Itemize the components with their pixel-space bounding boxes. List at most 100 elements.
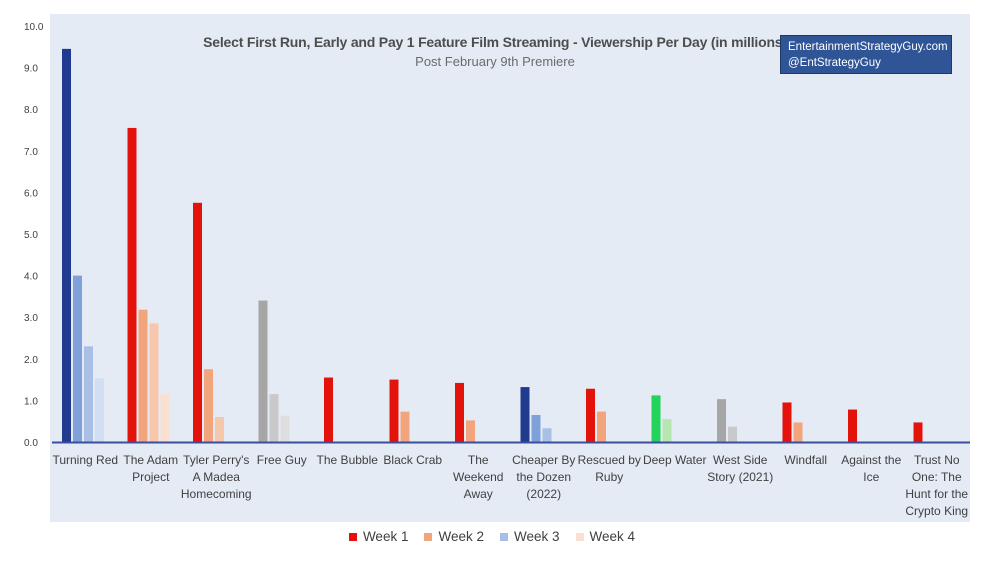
bar [782, 402, 792, 442]
x-tick-label-line: the Dozen [516, 470, 571, 484]
x-tick-label-line: Tyler Perry's [183, 453, 249, 467]
x-tick-label: Deep Water [643, 453, 707, 467]
x-tick-label-line: Hunt for the [905, 487, 968, 501]
x-tick-label-line: Cheaper By [512, 453, 575, 467]
x-tick-label-line: The Adam [123, 453, 178, 467]
x-axis-labels: Turning Red The Adam Project Tyler Perry's A… [52, 453, 968, 518]
legend-label: Week 3 [514, 529, 560, 544]
bars [62, 48, 923, 443]
x-tick-label: Tyler Perry's A Madea Homecoming [181, 453, 252, 501]
x-tick-label: Against the Ice [841, 453, 901, 484]
brand-website: EntertainmentStrategyGuy.com [788, 41, 948, 53]
x-tick-label: Cheaper By the Dozen (2022) [512, 453, 575, 501]
bar [193, 202, 202, 442]
bar [280, 415, 290, 442]
bar [455, 382, 464, 442]
bar [73, 275, 82, 442]
legend-label: Week 4 [589, 529, 636, 544]
y-tick-label: 4.0 [24, 272, 38, 283]
x-tick-label-line: Free Guy [257, 453, 307, 467]
bar [520, 387, 530, 442]
x-tick-label-line: A Madea [193, 470, 241, 484]
bar [215, 417, 224, 442]
bar [531, 414, 541, 442]
y-tick-label: 0.0 [24, 438, 38, 449]
x-tick-label-line: Deep Water [643, 453, 707, 467]
x-tick-label-line: Turning Red [52, 453, 118, 467]
legend: Week 1 Week 2 Week 3 Week 4 [0, 529, 984, 544]
bar [149, 323, 159, 442]
plot-area [50, 14, 970, 522]
bar [662, 419, 672, 442]
x-tick-label-line: Project [132, 470, 170, 484]
legend-item: Week 1 [348, 529, 409, 544]
x-tick-label: The Weekend Away [453, 453, 503, 501]
bar [913, 422, 923, 442]
x-tick-label: Black Crab [383, 453, 442, 467]
x-tick-label-line: Story (2021) [707, 470, 773, 484]
bar [269, 394, 279, 442]
y-tick-label: 9.0 [24, 64, 38, 75]
x-tick-label-line: Away [464, 487, 493, 501]
x-tick-label-line: Against the [841, 453, 901, 467]
x-tick-label-line: Ice [863, 470, 879, 484]
bar [127, 127, 137, 443]
bar [651, 395, 661, 442]
bar [84, 346, 93, 442]
legend-swatch [575, 532, 584, 541]
x-tick-label-line: (2022) [526, 487, 561, 501]
bar [586, 388, 595, 442]
bar [258, 300, 268, 442]
y-axis: 0.0 1.0 2.0 3.0 4.0 5.0 6.0 7.0 8.0 9.0 10.0 [24, 22, 44, 449]
x-tick-label-line: Weekend [453, 470, 503, 484]
x-tick-label-line: West Side [713, 453, 768, 467]
x-tick-label-line: Rescued by [578, 453, 641, 467]
bar [95, 378, 104, 442]
x-tick-label-line: One: The [912, 470, 962, 484]
y-tick-label: 1.0 [24, 396, 38, 407]
x-tick-label: Free Guy [257, 453, 307, 467]
legend-label: Week 2 [438, 529, 484, 544]
x-tick-label: Rescued by Ruby [578, 453, 641, 484]
bar [793, 422, 803, 442]
y-tick-label: 10.0 [24, 22, 44, 33]
x-tick-label-line: Black Crab [383, 453, 442, 467]
x-tick-label: The Adam Project [123, 453, 178, 484]
legend-swatch [424, 532, 433, 541]
legend-label: Week 1 [362, 529, 409, 544]
legend-item: Week 3 [500, 529, 560, 544]
brand-handle: @EntStrategyGuy [788, 57, 881, 69]
bar [204, 369, 213, 442]
bar [848, 409, 857, 442]
x-tick-label: West Side Story (2021) [707, 453, 773, 484]
x-tick-label: Trust No One: The Hunt for the Crypto King [905, 453, 968, 518]
legend-item: Week 2 [424, 529, 484, 544]
x-tick-label-line: Homecoming [181, 487, 252, 501]
bar [160, 394, 170, 442]
bar [62, 48, 71, 442]
bar [717, 399, 726, 442]
x-tick-label: Windfall [784, 453, 827, 467]
x-tick-label-line: Windfall [784, 453, 827, 467]
y-tick-label: 6.0 [24, 188, 38, 199]
bar [466, 420, 475, 442]
x-tick-label-line: The [468, 453, 489, 467]
x-tick-label-line: Crypto King [905, 504, 968, 518]
y-tick-label: 5.0 [24, 230, 38, 241]
y-tick-label: 2.0 [24, 355, 38, 366]
x-tick-label-line: Ruby [595, 470, 623, 484]
y-tick-label: 8.0 [24, 105, 38, 116]
legend-item: Week 4 [575, 529, 636, 544]
bar [542, 428, 552, 442]
bar [389, 379, 399, 442]
x-tick-label: Turning Red [52, 453, 118, 467]
x-tick-label: The Bubble [317, 453, 379, 467]
bar [400, 411, 410, 442]
x-tick-label-line: The Bubble [317, 453, 379, 467]
bar [597, 411, 606, 442]
bar [324, 377, 333, 442]
y-tick-label: 7.0 [24, 147, 38, 158]
bar [138, 309, 148, 442]
bar [728, 426, 737, 442]
legend-swatch [348, 532, 357, 541]
